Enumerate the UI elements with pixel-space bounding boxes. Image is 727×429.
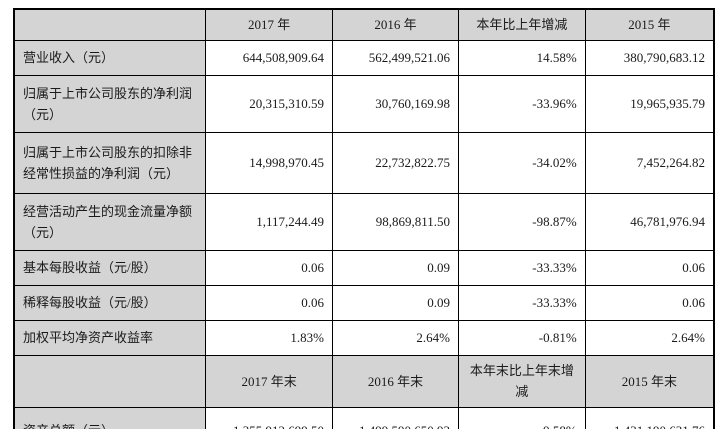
cell-2016: 0.09	[331, 250, 459, 286]
row-label: 加权平均净资产收益率	[13, 320, 207, 356]
cell-change: -33.33%	[457, 285, 586, 321]
header-yearend-change: 本年末比上年末增减	[457, 355, 586, 408]
row-label: 基本每股收益（元/股）	[13, 250, 207, 286]
cell-2016: 2.64%	[331, 320, 459, 356]
cell-2015: 0.06	[584, 250, 715, 286]
cell-2015: 19,965,935.79	[584, 75, 715, 133]
header-corner-annual	[13, 8, 207, 41]
table-row-net-profit-excl-nonrecurring: 归属于上市公司股东的扣除非经常性损益的净利润（元） 14,998,970.45 …	[13, 132, 715, 194]
header-2017: 2017 年	[205, 8, 333, 41]
table-row-weighted-avg-roe: 加权平均净资产收益率 1.83% 2.64% -0.81% 2.64%	[13, 320, 715, 356]
table-row-net-profit: 归属于上市公司股东的净利润（元） 20,315,310.59 30,760,16…	[13, 75, 715, 133]
row-label: 经营活动产生的现金流量净额（元）	[13, 193, 207, 251]
table-row-diluted-eps: 稀释每股收益（元/股） 0.06 0.09 -33.33% 0.06	[13, 285, 715, 321]
cell-2017: 0.06	[205, 285, 333, 321]
cell-2017: 14,998,970.45	[205, 132, 333, 194]
row-label: 归属于上市公司股东的扣除非经常性损益的净利润（元）	[13, 132, 207, 194]
cell-2016: 562,499,521.06	[331, 40, 459, 76]
cell-2016: 98,869,811.50	[331, 193, 459, 251]
table-row-operating-cash-flow: 经营活动产生的现金流量净额（元） 1,117,244.49 98,869,811…	[13, 193, 715, 251]
cell-2017: 0.06	[205, 250, 333, 286]
table-row-revenue: 营业收入（元） 644,508,909.64 562,499,521.06 14…	[13, 40, 715, 76]
header-2016: 2016 年	[331, 8, 459, 41]
table-row-basic-eps: 基本每股收益（元/股） 0.06 0.09 -33.33% 0.06	[13, 250, 715, 286]
cell-2015: 2.64%	[584, 320, 715, 356]
header-2015-yearend: 2015 年末	[584, 355, 715, 408]
cell-change: -33.96%	[457, 75, 586, 133]
cell-2015: 46,781,976.94	[584, 193, 715, 251]
row-label: 资产总额（元）	[13, 406, 207, 429]
cell-2015: 380,790,683.12	[584, 40, 715, 76]
cell-2016: 1,499,590,650.93	[331, 406, 459, 429]
table-row-total-assets: 资产总额（元） 1,355,912,699.50 1,499,590,650.9…	[13, 406, 715, 429]
header-2015: 2015 年	[584, 8, 715, 41]
row-label: 营业收入（元）	[13, 40, 207, 76]
cell-2017: 20,315,310.59	[205, 75, 333, 133]
cell-2016: 22,732,822.75	[331, 132, 459, 194]
cell-2015: 7,452,264.82	[584, 132, 715, 194]
cell-change: 14.58%	[457, 40, 586, 76]
cell-change: -0.81%	[457, 320, 586, 356]
cell-2017: 1.83%	[205, 320, 333, 356]
cell-2017: 1,117,244.49	[205, 193, 333, 251]
cell-change: -33.33%	[457, 250, 586, 286]
header-row-yearend: 2017 年末 2016 年末 本年末比上年末增减 2015 年末	[13, 355, 715, 408]
cell-2016: 30,760,169.98	[331, 75, 459, 133]
cell-change: -34.02%	[457, 132, 586, 194]
key-financial-metrics-table: 2017 年 2016 年 本年比上年增减 2015 年 营业收入（元） 644…	[13, 8, 715, 429]
cell-2015: 0.06	[584, 285, 715, 321]
row-label: 归属于上市公司股东的净利润（元）	[13, 75, 207, 133]
cell-change: -98.87%	[457, 193, 586, 251]
row-label: 稀释每股收益（元/股）	[13, 285, 207, 321]
cell-2017: 1,355,912,699.50	[205, 406, 333, 429]
header-2017-yearend: 2017 年末	[205, 355, 333, 408]
header-yoy-change: 本年比上年增减	[457, 8, 586, 41]
cell-2016: 0.09	[331, 285, 459, 321]
header-2016-yearend: 2016 年末	[331, 355, 459, 408]
cell-change: -9.58%	[457, 406, 586, 429]
cell-2015: 1,431,190,631.76	[584, 406, 715, 429]
cell-2017: 644,508,909.64	[205, 40, 333, 76]
header-row-annual: 2017 年 2016 年 本年比上年增减 2015 年	[13, 8, 715, 41]
header-corner-yearend	[13, 355, 207, 408]
